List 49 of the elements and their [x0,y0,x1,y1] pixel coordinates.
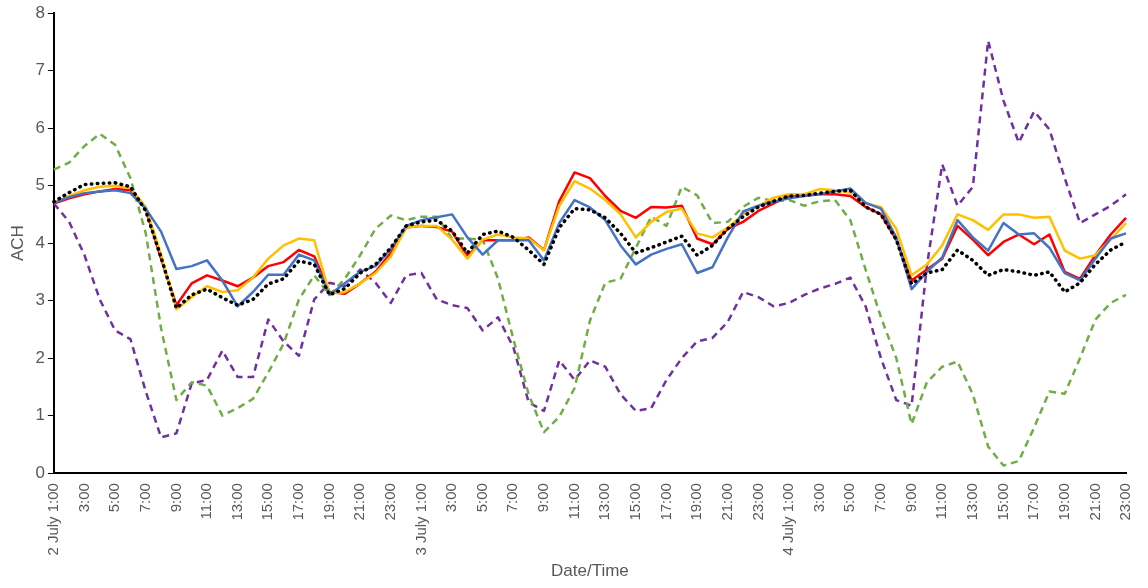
x-tick-label: 9:00 [901,483,919,513]
x-tick-label: 5:00 [472,483,490,513]
y-tick-label: 8 [35,2,45,22]
x-tick-label: 11:00 [932,483,950,520]
x-tick-label: 23:00 [748,483,766,521]
x-tick-label: 13:00 [227,483,245,521]
x-tick-label: 19:00 [687,483,705,521]
x-tick-label: 11:00 [197,483,215,520]
x-tick-label: 13:00 [962,483,980,521]
x-tick-label: 15:00 [993,483,1011,521]
x-tick-label: 17:00 [289,483,307,521]
y-tick-label: 3 [35,290,45,310]
x-tick-label: 9:00 [534,483,552,513]
x-tick-label: 21:00 [350,483,368,521]
x-tick-label: 19:00 [1054,483,1072,521]
x-tick-label: 15:00 [258,483,276,521]
x-tick-label: 3:00 [74,483,92,513]
y-tick-label: 2 [35,347,45,367]
x-tick-label: 3 July 1:00 [411,483,429,556]
x-tick-label: 5:00 [840,483,858,513]
x-tick-label: 17:00 [1024,483,1042,521]
x-tick-label: 13:00 [595,483,613,521]
x-tick-label: 11:00 [564,483,582,520]
x-axis-title: Date/Time [551,561,629,581]
x-tick-label: 23:00 [1116,483,1134,521]
y-axis-title: ACH [7,225,27,262]
y-tick-label: 1 [35,405,45,425]
y-tick-label: 0 [35,462,45,482]
line-series [52,132,1128,467]
x-tick-label: 19:00 [319,483,337,521]
x-tick-label: 5:00 [105,483,123,513]
x-tick-label: 7:00 [135,483,153,513]
x-tick-label: 9:00 [166,483,184,513]
x-tick-label: 21:00 [1085,483,1103,521]
x-tick-label: 15:00 [626,483,644,521]
x-tick-label: 3:00 [442,483,460,513]
x-tick-label: 2 July 1:00 [44,483,61,556]
y-tick-label: 6 [35,117,45,137]
line-series [52,39,1128,439]
x-tick-label: 17:00 [656,483,674,521]
x-tick-label: 4 July 1:00 [779,483,797,556]
y-tick-label: 7 [35,60,45,80]
x-tick-label: 7:00 [871,483,889,513]
y-tick-label: 5 [35,175,45,195]
x-tick-label: 3:00 [809,483,827,513]
y-tick-label: 4 [35,232,45,252]
x-tick-label: 21:00 [717,483,735,521]
x-tick-label: 23:00 [380,483,398,521]
x-tick-label: 7:00 [503,483,521,513]
